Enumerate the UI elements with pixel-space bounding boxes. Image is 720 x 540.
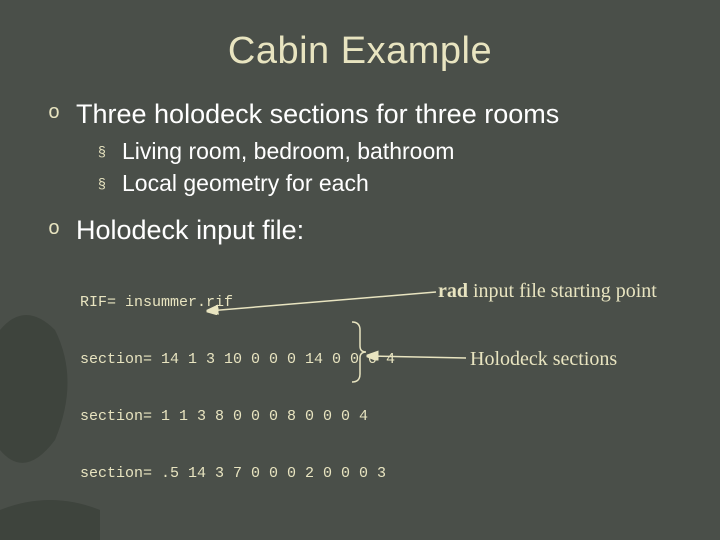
code-line: section= 1 1 3 8 0 0 0 8 0 0 0 4	[80, 407, 680, 426]
bullet-level1: o Holodeck input file:	[48, 213, 680, 247]
bullet-text: Local geometry for each	[122, 169, 369, 197]
slide-container: Cabin Example o Three holodeck sections …	[0, 0, 720, 540]
bullet-level1: o Three holodeck sections for three room…	[48, 97, 680, 131]
bullet-marker-sq: §	[98, 137, 122, 165]
code-line: RIF= insummer.rif	[80, 293, 680, 312]
bullet-marker-sq: §	[98, 169, 122, 197]
slide-title: Cabin Example	[40, 30, 680, 73]
bullet-marker-o: o	[48, 97, 76, 131]
code-block: RIF= insummer.rif section= 14 1 3 10 0 0…	[80, 255, 680, 521]
bullet-text: Living room, bedroom, bathroom	[122, 137, 454, 165]
code-line: section= 14 1 3 10 0 0 0 14 0 0 0 4	[80, 350, 680, 369]
bullet-level2: § Living room, bedroom, bathroom	[98, 137, 680, 165]
bullet-text: Holodeck input file:	[76, 213, 304, 247]
bullet-level2: § Local geometry for each	[98, 169, 680, 197]
bullet-text: Three holodeck sections for three rooms	[76, 97, 559, 131]
bullet-marker-o: o	[48, 213, 76, 247]
code-line: section= .5 14 3 7 0 0 0 2 0 0 0 3	[80, 464, 680, 483]
